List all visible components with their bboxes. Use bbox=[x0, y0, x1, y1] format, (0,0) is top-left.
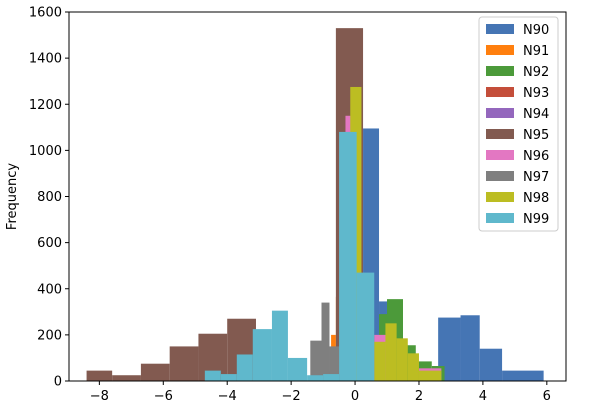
bar-n90-5 bbox=[460, 315, 480, 381]
legend-swatch-n95 bbox=[486, 129, 514, 139]
bar-n98-5 bbox=[418, 370, 442, 381]
y-tick-label: 200 bbox=[37, 328, 62, 343]
y-tick-label: 1000 bbox=[29, 144, 62, 159]
legend: N90 N91 N92 N93 N94 N95 N96 N97 N98 N99 bbox=[478, 16, 559, 232]
x-tick-label: 0 bbox=[351, 389, 359, 404]
bar-n99-6 bbox=[307, 375, 324, 381]
x-tick-label: −4 bbox=[218, 389, 237, 404]
y-axis: 0 200 400 600 800 1000 1200 1400 1600 bbox=[29, 6, 69, 390]
y-tick-label: 800 bbox=[37, 190, 62, 205]
bar-n95-1 bbox=[112, 375, 141, 381]
bars-layer bbox=[86, 28, 544, 382]
y-tick-label: 1200 bbox=[29, 98, 62, 113]
bar-n99-8 bbox=[339, 131, 357, 381]
legend-swatch-n90 bbox=[486, 24, 514, 34]
bar-n95-2 bbox=[140, 363, 170, 381]
legend-swatch-n91 bbox=[486, 45, 514, 55]
bar-n98-1 bbox=[374, 341, 386, 381]
bar-n99-9 bbox=[356, 272, 375, 381]
y-tick-label: 0 bbox=[54, 375, 62, 390]
bar-n95-3 bbox=[169, 346, 199, 381]
bar-n99-1 bbox=[220, 374, 237, 381]
x-tick-label: −2 bbox=[282, 389, 301, 404]
legend-swatch-n98 bbox=[486, 192, 514, 202]
bar-n99-3 bbox=[252, 329, 272, 381]
bar-n99-4 bbox=[271, 310, 288, 381]
legend-swatch-n99 bbox=[486, 213, 514, 223]
legend-swatch-n93 bbox=[486, 87, 514, 97]
y-tick-label: 400 bbox=[37, 282, 62, 297]
y-tick-label: 600 bbox=[37, 236, 62, 251]
bar-n97-2 bbox=[329, 346, 340, 381]
bar-n98-3 bbox=[396, 338, 408, 381]
legend-label-n96: N96 bbox=[523, 149, 549, 164]
bar-n99-2 bbox=[236, 354, 253, 381]
y-axis-label: Frequency bbox=[5, 163, 20, 230]
bar-n97-1 bbox=[321, 302, 330, 381]
legend-swatch-n92 bbox=[486, 66, 514, 76]
x-tick-label: 4 bbox=[479, 389, 487, 404]
x-axis: −8 −6 −4 −2 0 2 4 6 bbox=[90, 381, 551, 404]
legend-label-n98: N98 bbox=[523, 191, 549, 206]
legend-label-n92: N92 bbox=[523, 65, 549, 80]
legend-label-n90: N90 bbox=[523, 23, 549, 38]
x-tick-label: 2 bbox=[415, 389, 423, 404]
legend-label-n93: N93 bbox=[523, 86, 549, 101]
y-tick-label: 1600 bbox=[29, 6, 62, 21]
bar-n97-0 bbox=[310, 340, 322, 381]
bar-n90-7 bbox=[502, 370, 544, 381]
legend-label-n91: N91 bbox=[523, 44, 549, 59]
legend-label-n95: N95 bbox=[523, 128, 549, 143]
bar-n99-5 bbox=[287, 357, 308, 381]
bar-n90-4 bbox=[438, 317, 461, 381]
bar-n90-6 bbox=[479, 348, 503, 381]
legend-label-n99: N99 bbox=[523, 212, 549, 227]
legend-swatch-n96 bbox=[486, 150, 514, 160]
bar-n98-2 bbox=[385, 323, 397, 381]
bar-n99-0 bbox=[204, 370, 221, 381]
bar-n99-7 bbox=[323, 374, 340, 381]
x-tick-label: −8 bbox=[90, 389, 109, 404]
x-tick-label: 6 bbox=[543, 389, 551, 404]
bar-n98-4 bbox=[407, 353, 419, 381]
legend-swatch-n97 bbox=[486, 171, 514, 181]
x-tick-label: −6 bbox=[154, 389, 173, 404]
legend-swatch-n94 bbox=[486, 108, 514, 118]
legend-label-n94: N94 bbox=[523, 107, 549, 122]
y-tick-label: 1400 bbox=[29, 52, 62, 67]
legend-label-n97: N97 bbox=[523, 170, 549, 185]
bar-n95-0 bbox=[86, 370, 113, 381]
